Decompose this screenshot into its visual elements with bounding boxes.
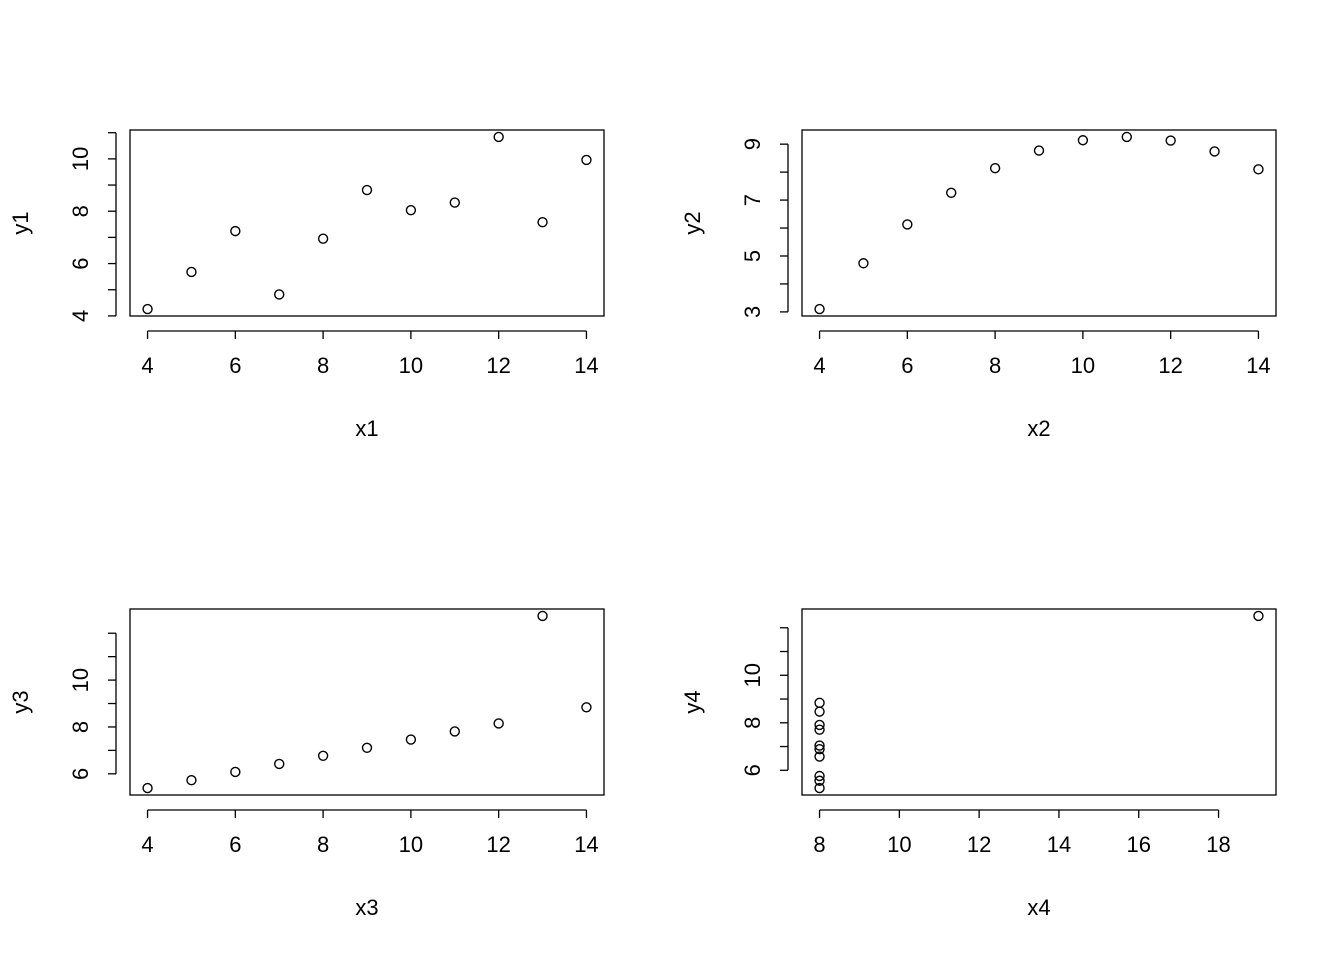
point xyxy=(814,743,825,755)
point xyxy=(1253,164,1264,175)
point xyxy=(814,740,825,751)
x-tick-label: 18 xyxy=(1206,832,1230,857)
y-axis-title: y4 xyxy=(680,690,705,713)
y-tick-label: 3 xyxy=(740,306,765,318)
point xyxy=(814,770,825,782)
point xyxy=(186,266,197,278)
plot-box xyxy=(801,129,1277,317)
x-axis-title: x2 xyxy=(1027,416,1050,441)
x-tick-label: 6 xyxy=(901,353,913,378)
point xyxy=(537,610,548,622)
point xyxy=(186,774,197,786)
y-tick-label: 6 xyxy=(740,764,765,776)
x-tick-label: 4 xyxy=(141,832,153,857)
point xyxy=(1077,135,1089,146)
point xyxy=(274,758,285,770)
x-tick-label: 6 xyxy=(229,832,241,857)
point xyxy=(1121,131,1132,143)
point xyxy=(449,726,460,737)
x-tick-label: 10 xyxy=(399,353,423,378)
x-tick-label: 12 xyxy=(1158,353,1182,378)
y-axis-title: y3 xyxy=(8,690,33,713)
x-tick-label: 16 xyxy=(1127,832,1151,857)
y-tick-label: 8 xyxy=(740,717,765,729)
x-tick-label: 10 xyxy=(887,832,911,857)
point xyxy=(814,719,825,731)
point xyxy=(405,734,417,745)
point xyxy=(449,197,460,208)
point xyxy=(361,184,373,196)
y-axis-title: y2 xyxy=(680,211,705,234)
point xyxy=(814,775,825,786)
y-axis-title: y1 xyxy=(8,211,33,234)
point xyxy=(581,154,592,166)
point xyxy=(814,697,825,709)
x-axis-title: x4 xyxy=(1027,895,1050,920)
point xyxy=(317,750,329,761)
point xyxy=(274,289,285,300)
y-tick-label: 4 xyxy=(68,310,93,322)
x-tick-label: 10 xyxy=(1071,353,1095,378)
point xyxy=(405,204,417,216)
x-tick-label: 10 xyxy=(399,832,423,857)
point xyxy=(989,163,1001,174)
x-tick-label: 14 xyxy=(574,832,598,857)
point xyxy=(361,742,373,754)
x-tick-label: 14 xyxy=(1047,832,1071,857)
x-axis-title: x1 xyxy=(355,416,378,441)
point xyxy=(537,217,548,228)
point xyxy=(814,751,825,762)
y-tick-label: 6 xyxy=(68,768,93,780)
x-tick-label: 14 xyxy=(574,353,598,378)
point xyxy=(814,782,825,794)
point xyxy=(142,303,153,315)
point xyxy=(814,706,825,717)
point xyxy=(814,724,825,735)
plot-box xyxy=(129,608,605,796)
point xyxy=(902,219,913,230)
point xyxy=(1253,610,1264,622)
x-tick-label: 8 xyxy=(989,353,1001,378)
point xyxy=(317,233,329,244)
y-tick-label: 7 xyxy=(740,194,765,206)
y-tick-label: 10 xyxy=(68,668,93,692)
y-tick-label: 8 xyxy=(68,721,93,733)
point xyxy=(1165,135,1176,146)
y-tick-label: 10 xyxy=(68,147,93,171)
point xyxy=(493,131,504,143)
x-tick-label: 14 xyxy=(1246,353,1270,378)
point xyxy=(1033,145,1045,156)
x-tick-label: 4 xyxy=(813,353,825,378)
x-tick-label: 12 xyxy=(486,832,510,857)
plot-box xyxy=(129,129,605,317)
point xyxy=(946,187,957,199)
point xyxy=(142,782,153,794)
x-tick-label: 6 xyxy=(229,353,241,378)
x-tick-label: 8 xyxy=(813,832,825,857)
point xyxy=(230,766,241,778)
plot-box xyxy=(801,608,1277,796)
y-tick-label: 5 xyxy=(740,250,765,262)
y-tick-label: 6 xyxy=(68,257,93,269)
point xyxy=(858,258,869,269)
point xyxy=(1209,146,1220,157)
point xyxy=(814,303,825,315)
y-tick-label: 10 xyxy=(740,663,765,687)
point xyxy=(493,718,504,729)
x-tick-label: 4 xyxy=(141,353,153,378)
x-tick-label: 12 xyxy=(486,353,510,378)
x-tick-label: 12 xyxy=(967,832,991,857)
x-axis-title: x3 xyxy=(355,895,378,920)
x-tick-label: 8 xyxy=(317,353,329,378)
x-tick-label: 8 xyxy=(317,832,329,857)
point xyxy=(230,225,241,237)
y-tick-label: 8 xyxy=(68,205,93,217)
point xyxy=(581,702,592,713)
y-tick-label: 9 xyxy=(740,138,765,150)
